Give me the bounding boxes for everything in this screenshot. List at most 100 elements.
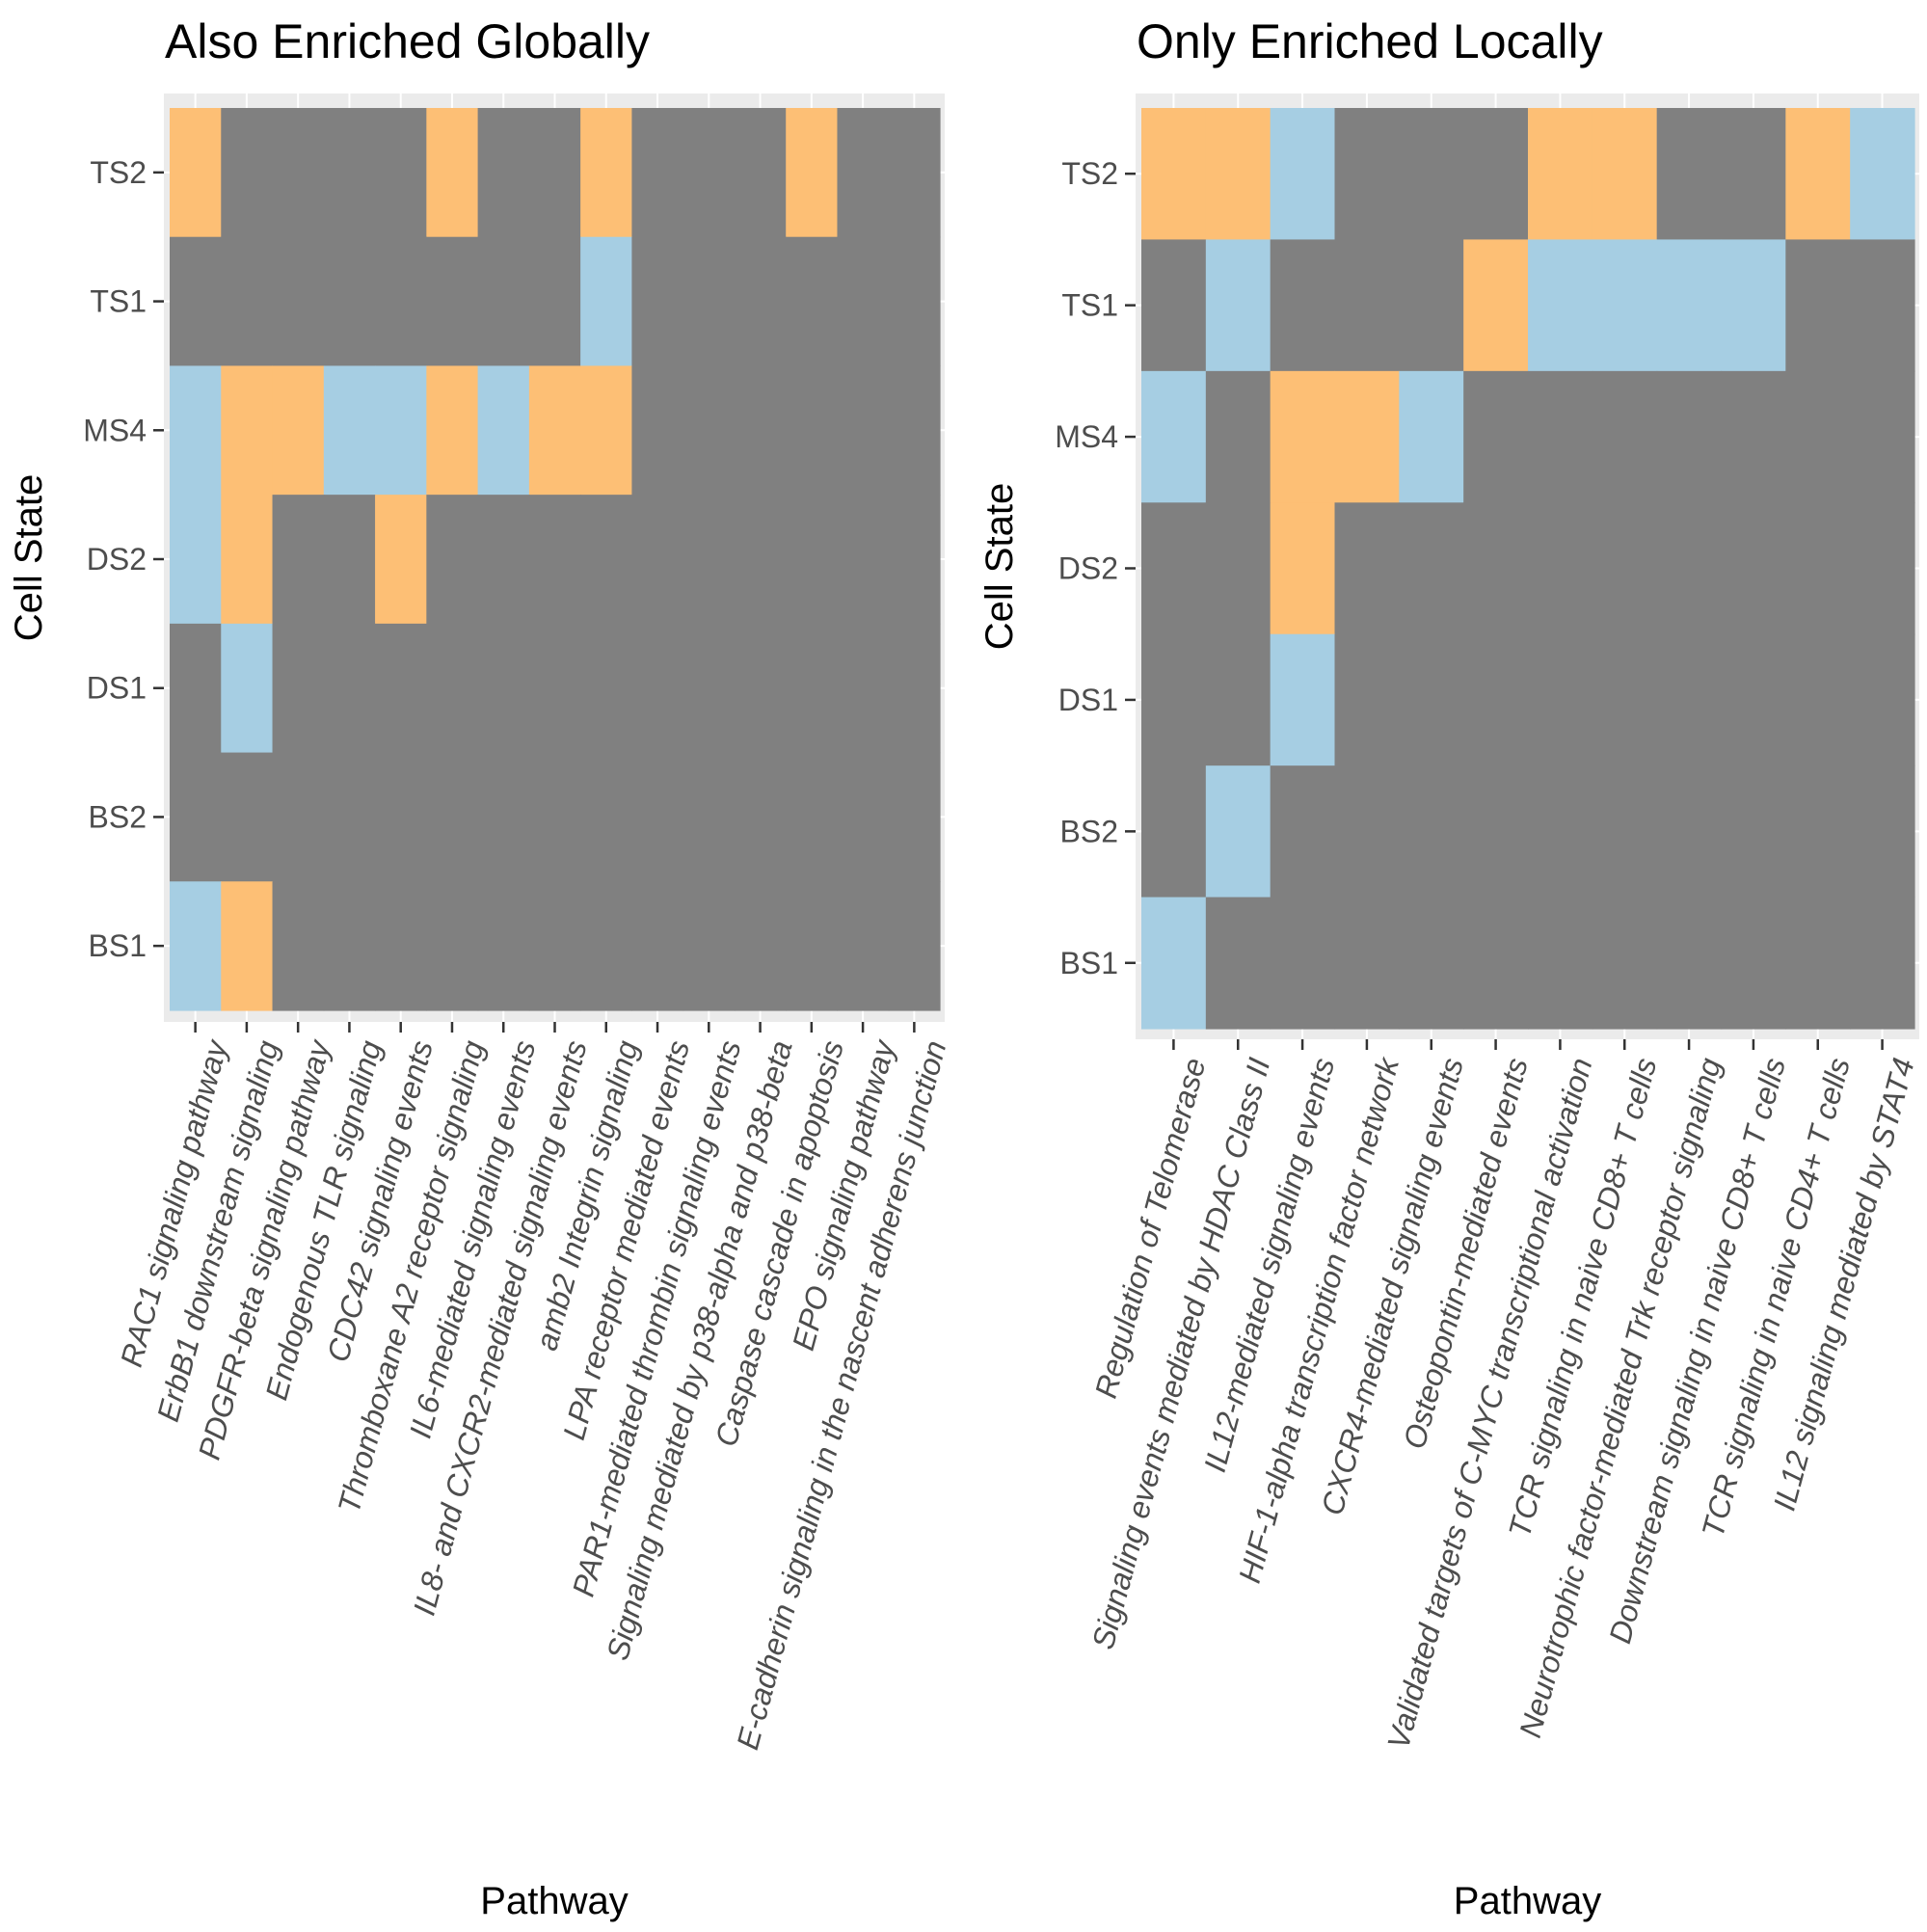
heatmap-cell — [170, 881, 222, 1011]
heatmap-cell — [272, 495, 325, 625]
heatmap-cell — [375, 236, 427, 367]
heatmap-cell — [1592, 108, 1658, 241]
heatmap-cell — [1270, 502, 1336, 635]
heatmap-cell — [786, 495, 839, 625]
heatmap-cell — [1785, 370, 1851, 503]
heatmap-cell — [477, 365, 530, 496]
heatmap-cell — [1205, 633, 1271, 766]
heatmap-cell — [580, 236, 632, 367]
heatmap-cell — [426, 495, 479, 625]
heatmap-cell — [837, 752, 890, 882]
heatmap-cell — [323, 365, 376, 496]
heatmap-cell — [477, 881, 530, 1011]
heatmap-cell — [1270, 765, 1336, 899]
heatmap-cell — [1205, 108, 1271, 241]
y-tick-label: TS1 — [1061, 288, 1118, 323]
y-tick-label: MS4 — [1055, 419, 1118, 454]
heatmap-cell — [580, 495, 632, 625]
heatmap-cell — [1721, 370, 1786, 503]
y-tick-label: DS1 — [1058, 683, 1118, 717]
heatmap-cell — [1528, 897, 1593, 1030]
heatmap-cell — [1592, 239, 1658, 372]
heatmap-cell — [1270, 108, 1336, 241]
heatmap-cell — [1656, 108, 1723, 241]
heatmap-cell — [734, 495, 787, 625]
heatmap-cell — [323, 108, 376, 238]
heatmap-cell — [580, 623, 632, 754]
heatmap-cell — [1850, 765, 1915, 899]
heatmap-cell — [631, 495, 684, 625]
heatmap-cell — [426, 881, 479, 1011]
heatmap-cell — [1463, 108, 1529, 241]
heatmap-cell — [1528, 765, 1593, 899]
heatmap-cell — [1399, 370, 1464, 503]
heatmap-cell — [1334, 502, 1400, 635]
x-axis-title: Pathway — [480, 1880, 628, 1922]
heatmap-cell — [1205, 765, 1271, 899]
y-axis-title: Cell State — [8, 474, 50, 641]
heatmap-cell — [528, 108, 581, 238]
heatmap-cell — [1399, 239, 1464, 372]
heatmap-cell — [170, 365, 222, 496]
heatmap-cell — [1721, 502, 1786, 635]
heatmap-cell — [1334, 239, 1400, 372]
heatmap-cell — [1656, 370, 1723, 503]
heatmap-cell — [837, 236, 890, 367]
heatmap-cell — [888, 881, 941, 1011]
heatmap-cell — [837, 108, 890, 238]
heatmap-cell — [631, 108, 684, 238]
heatmap-cell — [1334, 765, 1400, 899]
heatmap-cell — [375, 365, 427, 496]
heatmap-cell — [1721, 897, 1786, 1030]
heatmap-cell — [1656, 239, 1723, 372]
heatmap-cell — [682, 365, 736, 496]
heatmap-cell — [888, 752, 941, 882]
heatmap-cell — [1463, 239, 1529, 372]
heatmap-cell — [837, 881, 890, 1011]
heatmap-cell — [682, 623, 736, 754]
heatmap-cell — [221, 365, 274, 496]
heatmap-cell — [786, 752, 839, 882]
heatmap-cell — [734, 236, 787, 367]
heatmap-cell — [1850, 633, 1915, 766]
heatmap-cell — [1850, 108, 1915, 241]
heatmap-cell — [426, 623, 479, 754]
y-axis-title: Cell State — [978, 483, 1021, 650]
heatmap-cell — [1721, 765, 1786, 899]
heatmap-cell — [631, 623, 684, 754]
heatmap-cell — [528, 623, 581, 754]
heatmap-cell — [528, 881, 581, 1011]
heatmap-cell — [477, 752, 530, 882]
heatmap-cell — [272, 623, 325, 754]
heatmap-cell — [375, 108, 427, 238]
y-tick-label: DS1 — [87, 671, 147, 706]
heatmap-cell — [580, 881, 632, 1011]
heatmap-cell — [272, 108, 325, 238]
heatmap-cell — [1528, 370, 1593, 503]
y-tick-label: TS2 — [90, 155, 147, 190]
heatmap-cell — [323, 623, 376, 754]
heatmap-cell — [323, 752, 376, 882]
heatmap-cell — [170, 752, 222, 882]
heatmap-cell — [786, 623, 839, 754]
heatmap-cell — [1528, 239, 1593, 372]
heatmap-cell — [426, 108, 479, 238]
heatmap-cell — [1721, 633, 1786, 766]
heatmap-cell — [1141, 370, 1207, 503]
heatmap-cell — [1656, 633, 1723, 766]
heatmap-cell — [631, 881, 684, 1011]
heatmap-cell — [786, 236, 839, 367]
heatmap-cell — [837, 623, 890, 754]
heatmap-cell — [1785, 897, 1851, 1030]
heatmap-cell — [1528, 108, 1593, 241]
heatmap-cell — [888, 623, 941, 754]
panel-title: Only Enriched Locally — [1137, 14, 1603, 68]
heatmap-cell — [221, 623, 274, 754]
heatmap-cell — [837, 495, 890, 625]
heatmap-cell — [1592, 502, 1658, 635]
heatmap-cell — [1785, 239, 1851, 372]
heatmap-cell — [734, 881, 787, 1011]
heatmap-cell — [1334, 108, 1400, 241]
